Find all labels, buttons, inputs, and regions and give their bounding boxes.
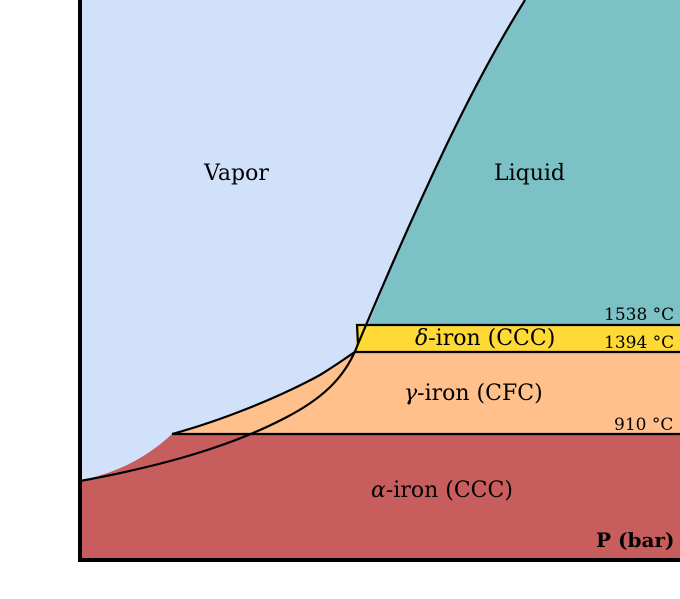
temp-label-0: 1538 °C — [604, 305, 674, 325]
label-liquid: Liquid — [494, 161, 565, 186]
x-axis-label: P (bar) — [596, 528, 674, 552]
label-alpha_iron: α-iron (CCC) — [371, 478, 513, 503]
label-vapor: Vapor — [203, 161, 269, 186]
temp-label-2: 910 °C — [614, 415, 673, 435]
label-gamma_iron: γ-iron (CFC) — [404, 381, 543, 406]
label-delta_iron: δ-iron (CCC) — [415, 326, 555, 351]
temp-label-1: 1394 °C — [604, 333, 674, 353]
